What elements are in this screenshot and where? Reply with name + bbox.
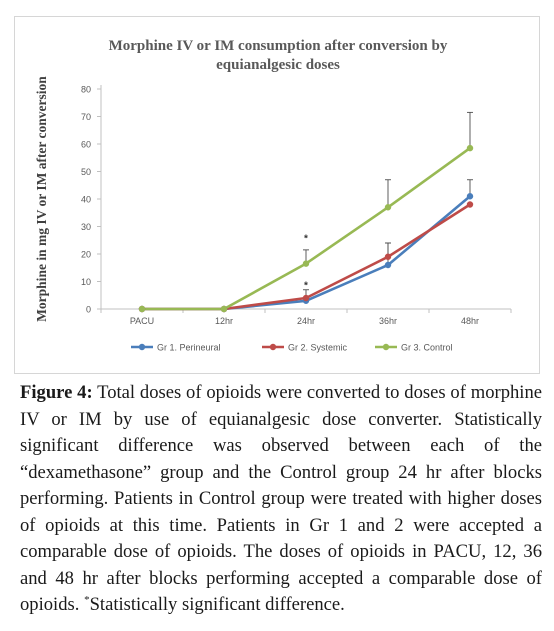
caption-text: Total doses of opioids were converted to…	[20, 382, 543, 615]
legend-label: Gr 3. Control	[401, 343, 453, 353]
y-tick-label: 50	[81, 167, 91, 177]
footnote-mark: *	[84, 593, 90, 606]
chart-title-line: equianalgesic doses	[216, 57, 340, 73]
data-point	[384, 253, 392, 260]
significance-mark: *	[304, 280, 308, 291]
caption-label: Figure 4:	[20, 382, 93, 403]
y-tick-label: 80	[81, 85, 91, 95]
y-tick-label: 60	[81, 140, 91, 150]
x-tick-label: 36hr	[379, 316, 397, 326]
data-point	[384, 204, 392, 211]
data-point	[466, 193, 474, 200]
legend-marker	[138, 343, 146, 351]
legend-label: Gr 1. Perineural	[157, 343, 221, 353]
data-point	[138, 305, 146, 313]
x-tick-label: PACU	[130, 316, 154, 326]
data-point	[466, 201, 474, 208]
y-axis-label: Morphine in mg IV or IM after conversion	[34, 76, 49, 322]
chart-title-line: Morphine IV or IM consumption after conv…	[109, 38, 448, 54]
chart-frame: Morphine IV or IM consumption after conv…	[14, 16, 540, 374]
legend-marker	[382, 343, 390, 351]
footnote-text: Statistically significant difference.	[89, 594, 345, 615]
line-chart: Morphine IV or IM consumption after conv…	[34, 38, 512, 353]
legend-marker	[269, 343, 277, 351]
data-point	[302, 260, 310, 267]
x-tick-label: 24hr	[297, 316, 315, 326]
figure-caption: Figure 4: Total doses of opioids were co…	[20, 380, 542, 619]
x-tick-label: 12hr	[215, 316, 233, 326]
data-point	[384, 261, 392, 269]
y-tick-label: 70	[81, 112, 91, 122]
y-tick-label: 30	[81, 222, 91, 232]
x-tick-label: 48hr	[461, 316, 479, 326]
data-point	[466, 144, 474, 152]
data-point	[220, 305, 228, 313]
y-tick-label: 0	[86, 305, 91, 315]
y-tick-label: 40	[81, 195, 91, 205]
y-tick-label: 10	[81, 277, 91, 287]
significance-mark: *	[304, 234, 308, 245]
legend-label: Gr 2. Systemic	[288, 343, 348, 353]
data-point	[302, 294, 310, 302]
y-tick-label: 20	[81, 250, 91, 260]
